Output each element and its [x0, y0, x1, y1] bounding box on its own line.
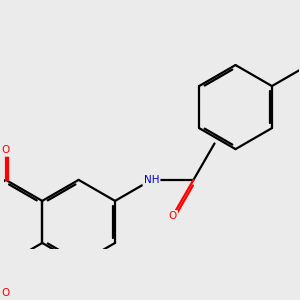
- Text: O: O: [168, 211, 177, 221]
- Text: NH: NH: [144, 175, 159, 185]
- Text: O: O: [2, 146, 10, 155]
- Text: O: O: [2, 288, 10, 298]
